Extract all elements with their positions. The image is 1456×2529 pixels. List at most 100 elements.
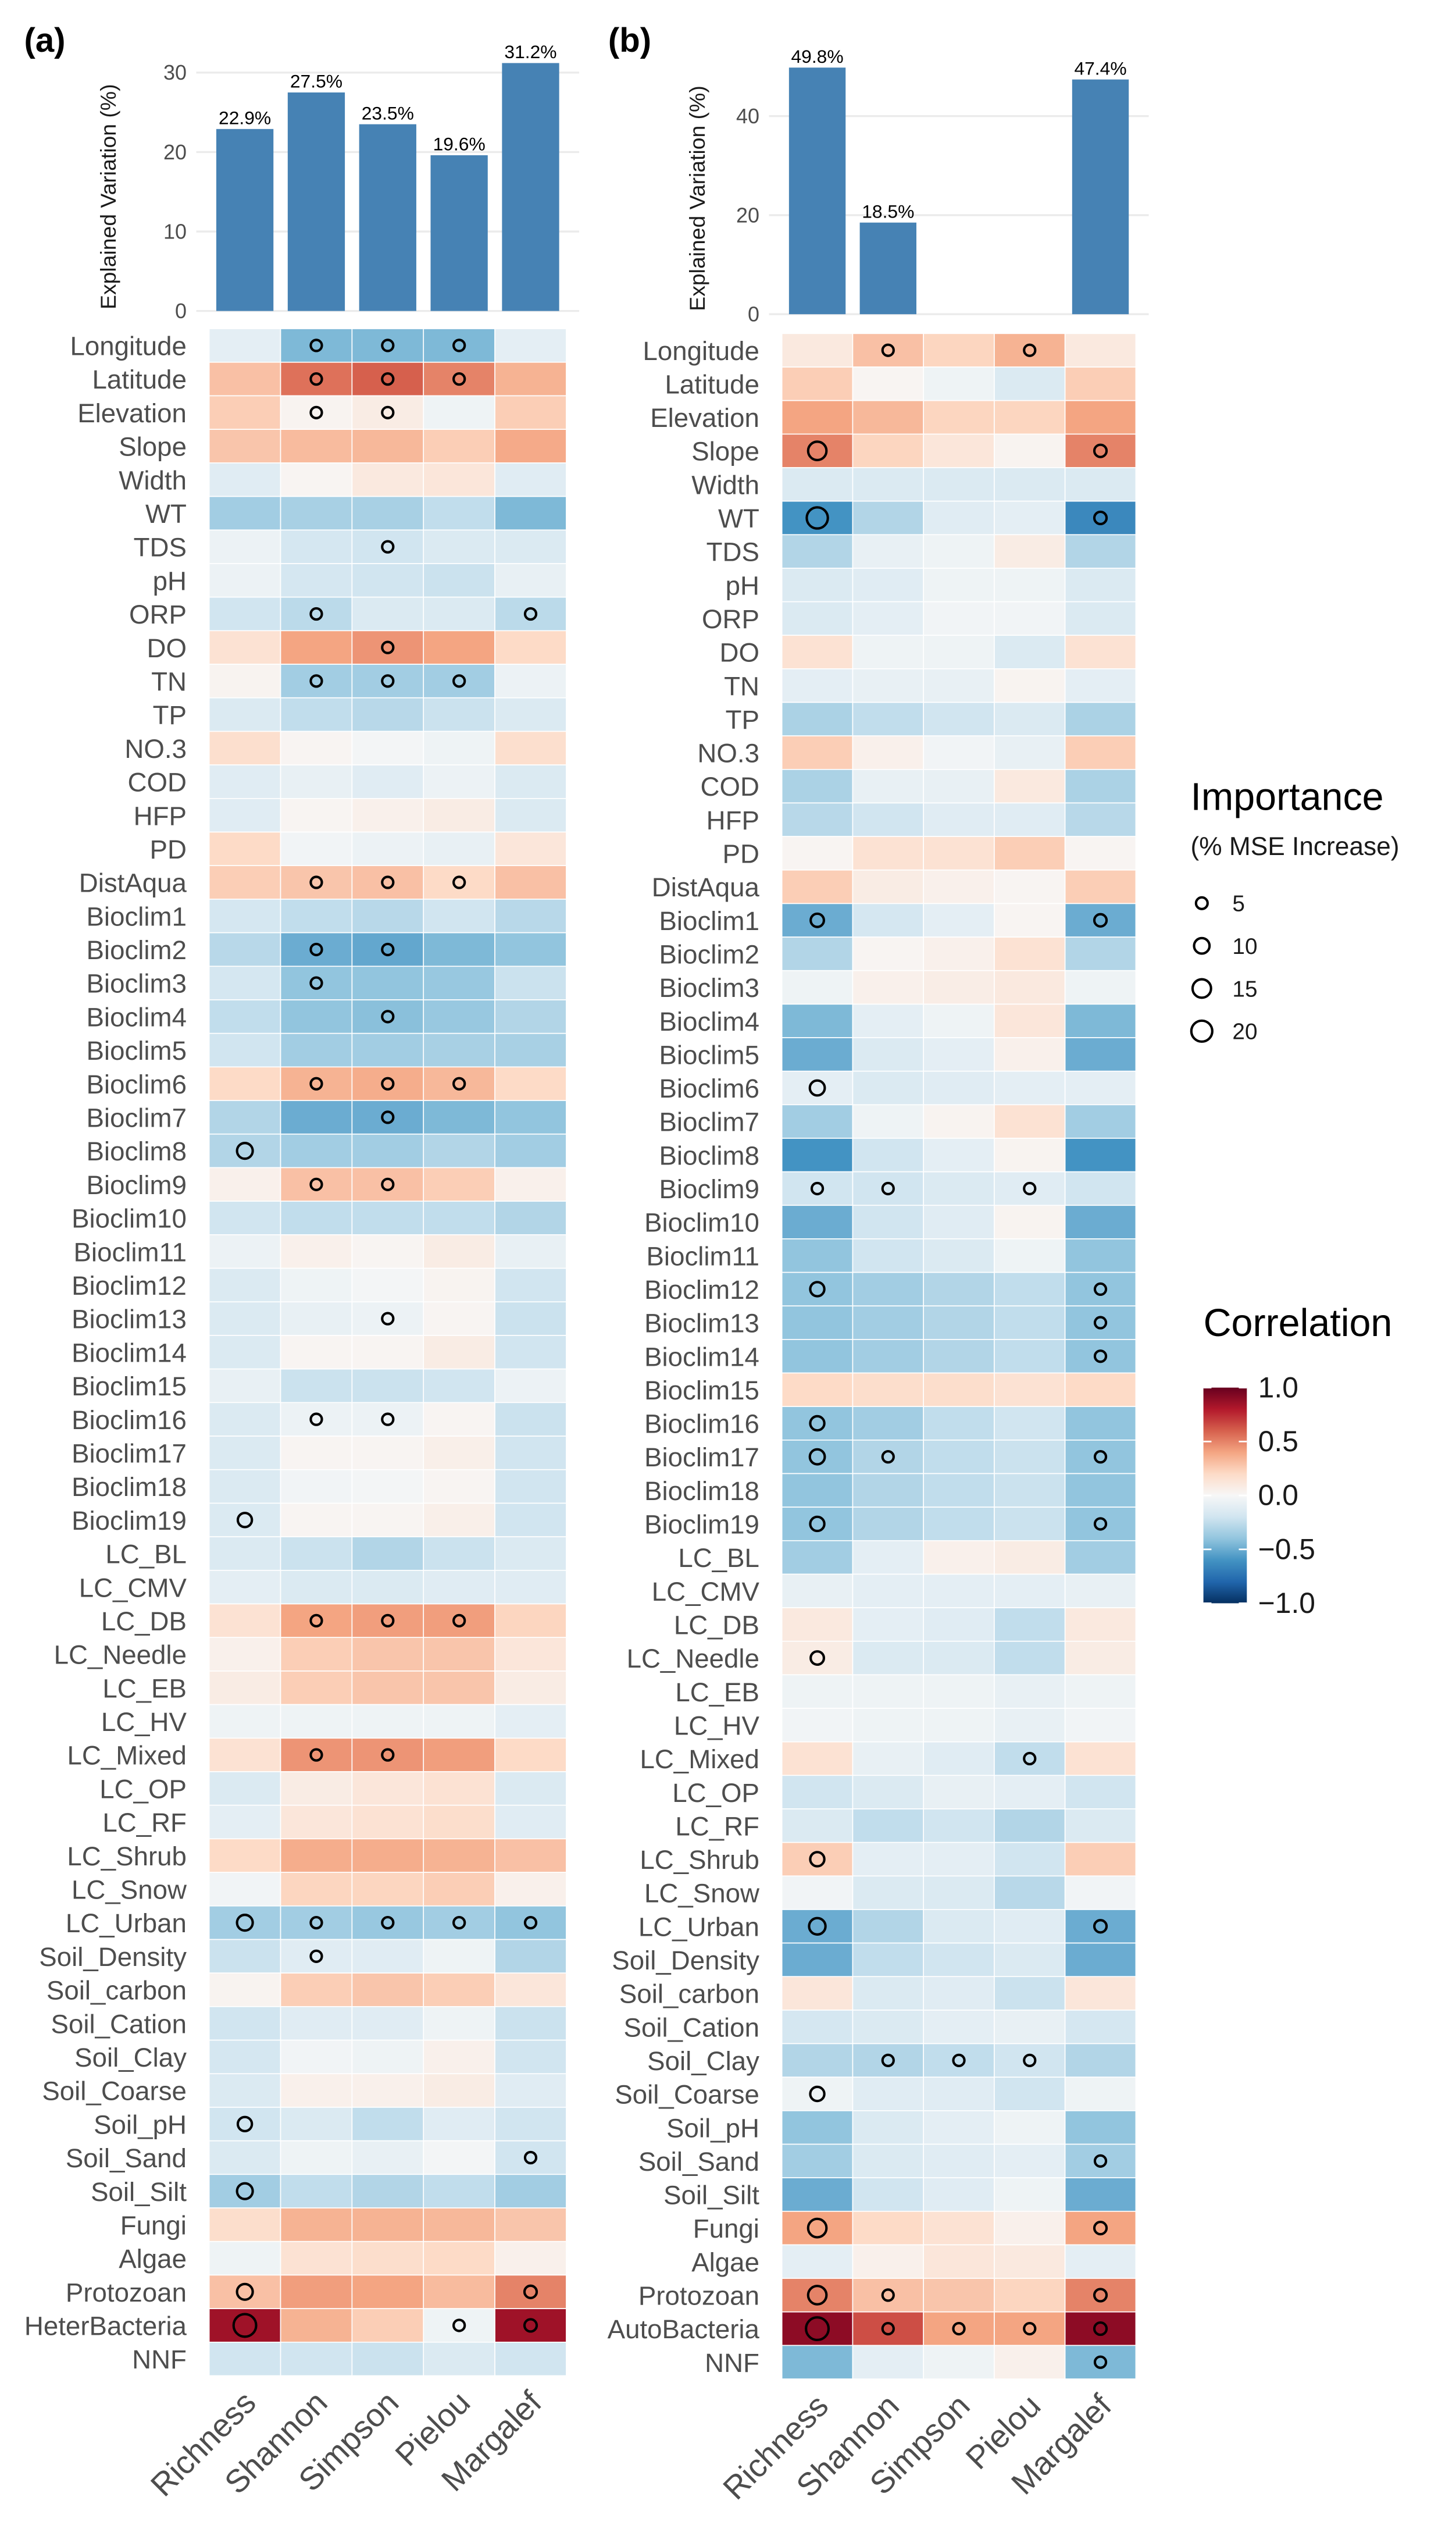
heatmap-cell: [208, 328, 281, 363]
heatmap-cell: [923, 1808, 995, 1843]
importance-circle: [1093, 2288, 1108, 2303]
heatmap-cell: [494, 2140, 567, 2175]
heatmap-cell: [494, 1838, 567, 1873]
importance-circle: [881, 2288, 895, 2302]
heatmap-cell: [351, 1872, 424, 1907]
heatmap-cell: [852, 635, 925, 669]
heatmap-cell: [781, 400, 854, 435]
panel-a: (a) 0 10 20 30 Explained Variation (%) 22.9% 27…: [24, 22, 580, 2503]
heatmap-cell: [494, 1032, 567, 1068]
importance-legend-circle: [1193, 936, 1211, 955]
heatmap-cell: [994, 2110, 1066, 2145]
heatmap-cell: [423, 1838, 495, 1873]
row-label: DO: [719, 638, 759, 668]
row-label: LC_DB: [101, 1607, 187, 1636]
heatmap-cell: [494, 2073, 567, 2108]
heatmap-cell: [1064, 1339, 1137, 1374]
heatmap-cell: [351, 529, 424, 564]
heatmap-cell: [280, 361, 353, 397]
heatmap-cell: [781, 1708, 854, 1743]
heatmap-cell: [994, 1674, 1066, 1709]
heatmap-cell: [852, 1238, 925, 1273]
bar-value-label: 19.6%: [433, 134, 486, 155]
heatmap-cell: [494, 1972, 567, 2007]
heatmap-cell: [280, 1670, 353, 1705]
heatmap-cell: [351, 2140, 424, 2175]
row-label: Bioclim9: [86, 1170, 186, 1200]
heatmap-cell: [1064, 534, 1137, 569]
heatmap-cell: [994, 601, 1066, 636]
row-label: LC_Needle: [54, 1640, 187, 1670]
heatmap-cell: [280, 2341, 353, 2377]
row-label: Bioclim12: [644, 1275, 759, 1305]
heatmap-cell: [280, 2241, 353, 2276]
heatmap-cell: [280, 596, 353, 632]
heatmap-cell: [494, 966, 567, 1000]
heatmap-cell: [852, 1506, 925, 1541]
heatmap-cell: [280, 1167, 353, 1202]
heatmap-cell: [923, 1406, 995, 1441]
heatmap-cell: [923, 1171, 995, 1206]
importance-circle: [381, 372, 395, 386]
heatmap-cell: [923, 1003, 995, 1038]
heatmap-cell: [351, 2107, 424, 2142]
heatmap-cell: [852, 1339, 925, 1374]
heatmap-cell: [280, 1838, 353, 1873]
heatmap-cell: [923, 1875, 995, 1910]
heatmap-cell: [494, 731, 567, 765]
heatmap-cell: [923, 1708, 995, 1743]
heatmap-cell: [494, 2207, 567, 2242]
importance-circle: [381, 674, 395, 688]
heatmap-cell: [494, 2107, 567, 2142]
importance-circle: [1093, 443, 1108, 458]
importance-legend-circle: [1190, 1019, 1214, 1043]
row-label: Soil_pH: [94, 2110, 187, 2139]
importance-legend-label: 15: [1232, 977, 1257, 1002]
row-label: Bioclim8: [86, 1137, 186, 1166]
importance-circle: [381, 339, 395, 352]
row-label: pH: [726, 571, 759, 600]
heatmap-cell: [781, 1271, 854, 1307]
heatmap-cell: [923, 735, 995, 770]
row-label: Bioclim16: [644, 1409, 759, 1439]
heatmap-cell: [208, 529, 281, 564]
importance-circle: [309, 942, 323, 957]
heatmap-cell: [351, 2039, 424, 2075]
heatmap-cell: [852, 1741, 925, 1776]
heatmap-cell: [1064, 1171, 1137, 1206]
heatmap-cell: [351, 630, 424, 665]
row-label: Soil_Cation: [624, 2012, 759, 2042]
heatmap-cell: [423, 899, 495, 934]
importance-circle: [309, 1613, 323, 1627]
row-label: Bioclim15: [644, 1376, 759, 1405]
colorbar-ticks: 1.0 0.5 0.0 −0.5 −1.0: [1203, 1371, 1315, 1619]
importance-circle: [452, 2318, 466, 2332]
heatmap-cell: [423, 361, 495, 397]
heatmap-cell: [852, 668, 925, 703]
heatmap-cell: [923, 1942, 995, 1978]
heatmap-cell: [852, 2244, 925, 2279]
y-tick-label: 20: [163, 140, 187, 164]
heatmap-cell: [852, 2345, 925, 2380]
panel-label: (b): [608, 22, 651, 59]
heatmap-cell: [208, 1905, 281, 1940]
heatmap-cell: [923, 769, 995, 804]
row-label: Soil_Sand: [638, 2147, 759, 2177]
row-label: ORP: [129, 600, 187, 629]
heatmap-cell: [1064, 2043, 1137, 2078]
heatmap-cell: [852, 1540, 925, 1575]
heatmap-cell: [280, 496, 353, 531]
heatmap-cell: [852, 936, 925, 971]
row-label: COD: [128, 768, 187, 797]
heatmap-cell: [280, 1939, 353, 1974]
heatmap-cell: [208, 395, 281, 430]
heatmap-cell: [423, 1502, 495, 1537]
heatmap-cell: [781, 1238, 854, 1273]
row-label: Bioclim19: [644, 1510, 759, 1540]
heatmap-cell: [923, 1339, 995, 1374]
heatmap-cell: [351, 563, 424, 598]
importance-circle: [1023, 343, 1037, 357]
heatmap-cell: [208, 731, 281, 765]
heatmap-cell: [494, 395, 567, 430]
importance-circle: [1093, 1450, 1108, 1464]
